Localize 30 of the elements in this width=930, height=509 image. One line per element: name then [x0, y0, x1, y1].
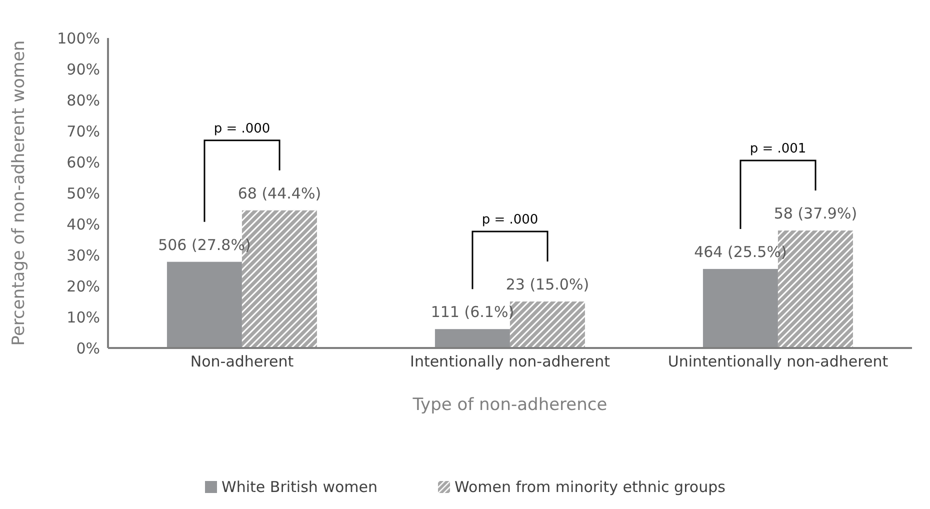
y-tick-label: 80% — [66, 91, 100, 110]
data-label: 464 (25.5%) — [694, 242, 787, 261]
annotation: p = .000 — [214, 121, 270, 136]
y-tick-label: 20% — [66, 277, 100, 296]
x-tick-label: Unintentionally non-adherent — [668, 352, 888, 371]
bar — [434, 329, 510, 348]
bar — [166, 262, 242, 348]
y-axis-title: Percentage of non-adherent women — [9, 40, 30, 346]
annotation: p = .000 — [482, 212, 538, 228]
x-tick-label: Intentionally non-adherent — [410, 352, 610, 371]
y-tick-label: 0% — [76, 339, 100, 358]
y-tick-label: 50% — [66, 184, 100, 202]
data-label: 111 (6.1%) — [430, 303, 514, 322]
annotation: p = .001 — [750, 142, 806, 157]
data-label: 23 (15.0%) — [506, 276, 590, 294]
legend-label: White British women — [222, 478, 378, 496]
y-tick-label: 70% — [66, 122, 100, 140]
y-tick-label: 40% — [66, 215, 100, 234]
y-tick-label: 60% — [66, 153, 100, 172]
x-tick-label: Non-adherent — [190, 352, 294, 371]
y-tick-label: 30% — [66, 246, 100, 264]
data-label: 506 (27.8%) — [158, 236, 251, 254]
y-tick-label: 90% — [66, 60, 100, 78]
x-axis-title: Type of non-adherence — [412, 395, 608, 415]
data-label: 68 (44.4%) — [238, 184, 322, 202]
data-label: 58 (37.9%) — [774, 204, 858, 223]
y-tick-label: 10% — [66, 308, 100, 326]
legend-label: Women from minority ethnic groups — [454, 478, 726, 496]
bar — [702, 268, 778, 348]
y-tick-label: 100% — [57, 29, 100, 48]
